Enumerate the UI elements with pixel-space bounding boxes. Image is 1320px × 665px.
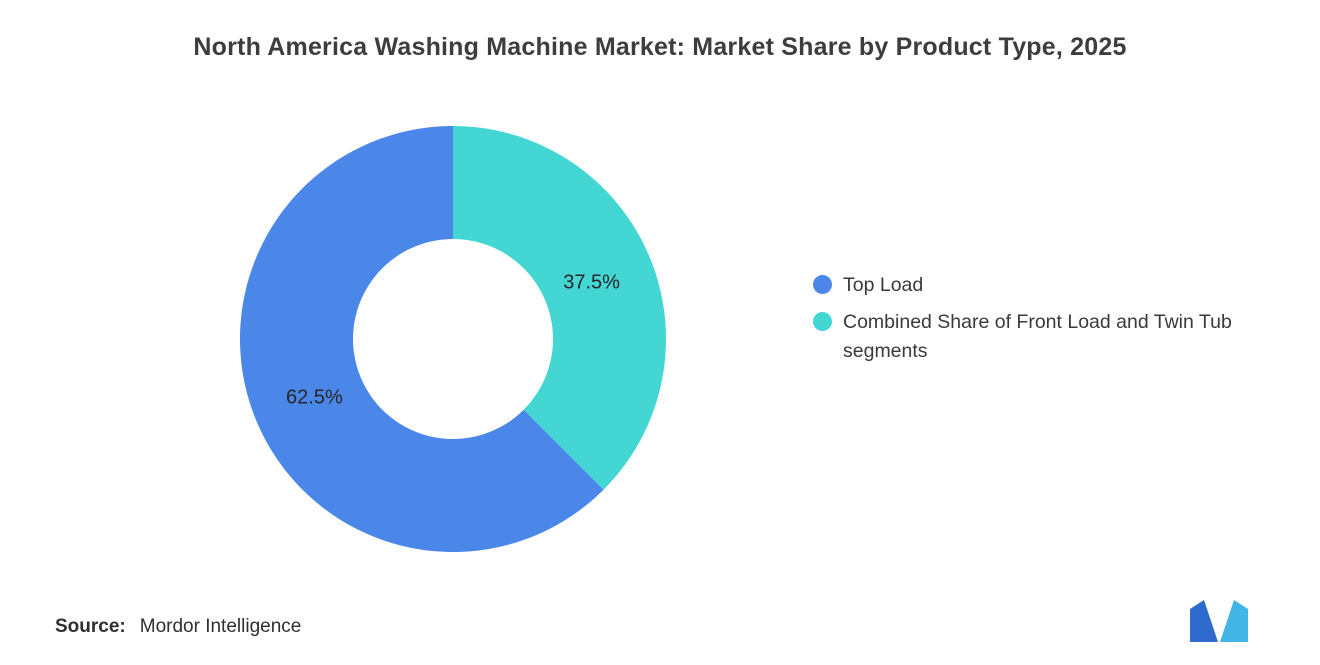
- source-label: Source:: [55, 616, 126, 637]
- legend: Top Load Combined Share of Front Load an…: [813, 271, 1288, 365]
- slice-label-top-load: 62.5%: [286, 386, 343, 408]
- legend-item-top-load: Top Load: [813, 271, 1288, 299]
- mordor-logo-right-shape: [1220, 600, 1248, 642]
- legend-label-front-load-twin-tub: Combined Share of Front Load and Twin Tu…: [843, 311, 1232, 362]
- donut-chart: 62.5% 37.5%: [239, 125, 666, 553]
- legend-swatch-front-load-twin-tub: [813, 312, 832, 332]
- donut-segment-front-load-twin-tub: [453, 126, 666, 490]
- chart-title: North America Washing Machine Market: Ma…: [193, 33, 1127, 61]
- legend-label-top-load: Top Load: [843, 274, 924, 296]
- donut-segment-top-load: [239, 125, 604, 553]
- legend-swatch-top-load: [813, 275, 832, 294]
- source-line: Source: Mordor Intelligence: [55, 616, 301, 638]
- legend-item-front-load-twin-tub: Combined Share of Front Load and Twin Tu…: [813, 308, 1288, 365]
- source-value: Mordor Intelligence: [139, 616, 302, 637]
- mordor-logo: [1190, 600, 1248, 642]
- slice-label-front-load-twin-tub: 37.5%: [563, 272, 620, 294]
- mordor-logo-left-shape: [1190, 600, 1218, 642]
